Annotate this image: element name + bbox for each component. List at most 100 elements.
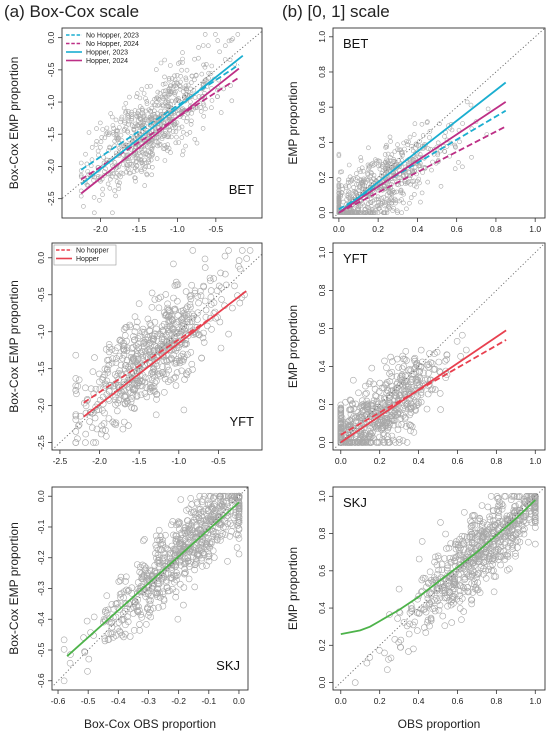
data-point (93, 142, 99, 147)
data-point (226, 38, 232, 44)
data-point (410, 428, 418, 436)
data-point (469, 155, 474, 160)
data-point (348, 439, 356, 446)
x-tick-label: 1.0 (529, 696, 541, 706)
data-point (514, 528, 521, 536)
data-point (443, 356, 450, 363)
data-point (116, 146, 122, 151)
data-point (159, 602, 167, 610)
data-point (403, 439, 411, 446)
data-point (135, 300, 143, 308)
data-point (531, 492, 539, 500)
species-label: YFT (343, 251, 368, 266)
data-point (421, 605, 429, 613)
data-point (215, 38, 221, 43)
data-point (370, 198, 376, 204)
data-point (399, 197, 404, 202)
data-point (113, 128, 119, 134)
data-point (369, 429, 376, 436)
data-point (424, 375, 431, 383)
data-point (458, 331, 466, 339)
data-point (137, 104, 143, 109)
data-point (455, 551, 463, 559)
data-point (147, 154, 152, 159)
data-point (112, 401, 119, 408)
data-point (173, 356, 181, 363)
data-point (503, 551, 511, 559)
data-point (477, 537, 484, 545)
data-point (105, 630, 112, 637)
data-point (388, 432, 396, 440)
data-point (121, 105, 127, 111)
data-point (203, 106, 208, 112)
data-point (470, 539, 478, 547)
data-point (204, 322, 211, 330)
data-point (94, 139, 99, 144)
data-point (172, 373, 179, 381)
data-point (173, 98, 178, 104)
data-point (437, 519, 444, 526)
data-point (512, 502, 519, 510)
data-point (153, 139, 159, 144)
data-point (135, 156, 141, 162)
data-point (180, 50, 185, 55)
data-point (167, 116, 173, 122)
data-point (515, 493, 523, 501)
data-point (162, 158, 168, 163)
data-point (395, 164, 400, 170)
panel-bet-boxcox: -2.0 -1.5 -1.0 -0.5 0.0 -0.5 -1.0 -1.5 -2.0 -2.5 B… (7, 27, 263, 234)
data-point (494, 495, 501, 502)
x-tick-label: 0.2 (374, 696, 386, 706)
data-point (173, 569, 180, 577)
y-tick-label: -1.5 (46, 127, 56, 142)
data-point (162, 57, 167, 63)
data-point (228, 527, 235, 535)
data-point (170, 294, 177, 302)
data-point (201, 264, 209, 271)
data-point (336, 181, 342, 187)
data-point (159, 536, 166, 544)
data-point (117, 577, 124, 584)
data-point (134, 347, 141, 354)
data-point (388, 196, 393, 202)
data-point (177, 59, 183, 65)
data-point (118, 388, 125, 396)
data-point (476, 589, 484, 597)
data-point (198, 556, 205, 564)
data-point (166, 134, 171, 140)
data-point (496, 547, 504, 555)
data-point (139, 146, 144, 152)
data-point (127, 94, 132, 100)
y-tick-label: 0.0 (36, 490, 46, 502)
data-point (412, 121, 418, 126)
data-point (111, 125, 116, 131)
data-point (114, 179, 120, 184)
data-point (394, 426, 402, 433)
data-point (191, 287, 199, 295)
data-point (473, 571, 481, 579)
data-point (235, 492, 243, 500)
data-point (337, 427, 345, 434)
data-point (172, 77, 178, 83)
x-tick-label: -0.4 (111, 696, 126, 706)
data-point (146, 348, 153, 356)
data-point (123, 356, 131, 364)
data-point (174, 73, 180, 78)
data-point (147, 613, 154, 621)
data-point (499, 502, 507, 510)
data-point (390, 179, 395, 185)
data-point (382, 152, 388, 157)
data-point (495, 494, 502, 502)
y-tick-label: -0.6 (36, 673, 46, 688)
data-point (239, 247, 246, 254)
data-point (513, 520, 521, 528)
data-point (126, 114, 132, 120)
data-point (143, 96, 148, 101)
data-point (439, 584, 446, 591)
data-point (449, 581, 457, 589)
data-point (246, 247, 254, 254)
data-point (504, 532, 512, 540)
scatter-points (72, 247, 254, 446)
data-point (405, 630, 413, 638)
data-point (173, 80, 179, 85)
